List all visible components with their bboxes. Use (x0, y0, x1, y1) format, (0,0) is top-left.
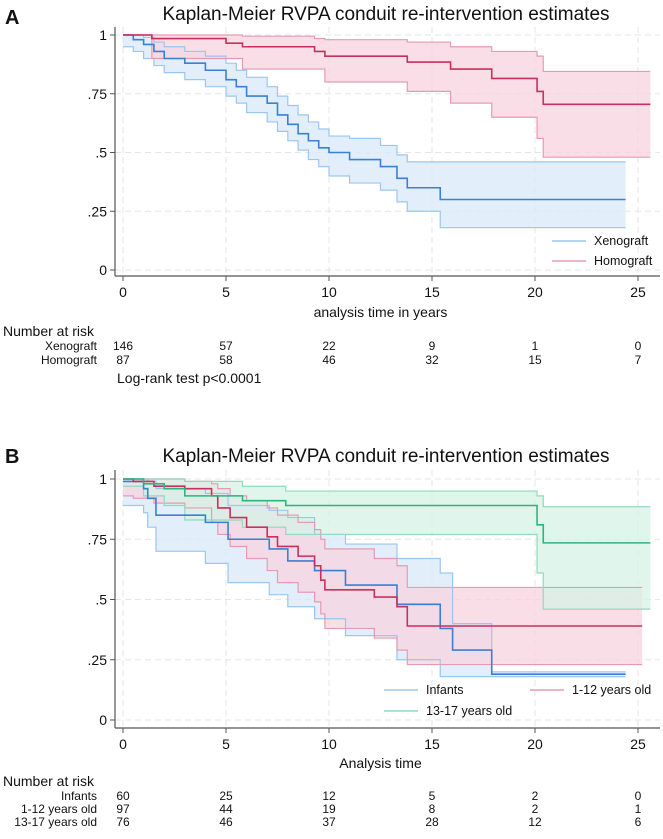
x-tick-label: 25 (630, 284, 646, 300)
risk-value: 57 (219, 339, 233, 353)
x-tick-label: 0 (119, 736, 127, 752)
y-tick-label: .5 (95, 592, 107, 608)
risk-value: 12 (322, 789, 336, 803)
x-tick-label: 15 (424, 284, 440, 300)
y-tick-label: .75 (88, 531, 108, 547)
chart-title: Kaplan-Meier RVPA conduit re-interventio… (162, 446, 609, 467)
legend-label: Xenograft (594, 234, 649, 248)
risk-table-heading: Number at risk (3, 773, 95, 789)
x-tick-label: 5 (222, 284, 230, 300)
ci-lower-line-1 (123, 34, 651, 158)
risk-value: 28 (425, 815, 439, 829)
ci-lower-line-2 (123, 485, 651, 610)
risk-value: 97 (116, 802, 130, 816)
risk-value: 9 (429, 339, 436, 353)
risk-value: 0 (635, 339, 642, 353)
risk-value: 32 (425, 353, 439, 367)
ci-upper-line-0 (123, 34, 626, 163)
y-tick-label: 1 (99, 27, 107, 43)
x-tick-label: 20 (527, 736, 543, 752)
ci-upper-line-1 (123, 34, 651, 73)
risk-value: 2 (532, 789, 539, 803)
legend-label: Infants (426, 683, 464, 697)
risk-value: 6 (635, 815, 642, 829)
y-tick-label: 1 (99, 471, 107, 487)
risk-value: 46 (322, 353, 336, 367)
x-axis-label: Analysis time (339, 755, 422, 771)
panel-label: A (5, 7, 19, 29)
x-tick-label: 20 (527, 284, 543, 300)
legend-label: 1-12 years old (572, 683, 651, 697)
risk-value: 76 (116, 815, 130, 829)
risk-value: 25 (219, 789, 233, 803)
risk-value: 1 (635, 802, 642, 816)
y-tick-label: .5 (95, 145, 107, 161)
legend-label: 13-17 years old (426, 704, 512, 718)
risk-value: 12 (528, 815, 542, 829)
x-tick-label: 0 (119, 284, 127, 300)
risk-row-label: Infants (61, 789, 97, 803)
chart-title: Kaplan-Meier RVPA conduit re-interventio… (162, 4, 609, 25)
survival-curve-1 (123, 478, 643, 627)
risk-value: 37 (322, 815, 336, 829)
x-tick-label: 10 (321, 284, 337, 300)
risk-value: 2 (532, 802, 539, 816)
risk-row-label: 13-17 years old (14, 815, 97, 829)
risk-value: 15 (528, 353, 542, 367)
risk-value: 7 (635, 353, 642, 367)
risk-value: 5 (429, 789, 436, 803)
x-tick-label: 15 (424, 736, 440, 752)
y-tick-label: .25 (88, 652, 108, 668)
legend-label: Homograft (594, 254, 653, 268)
y-tick-label: .75 (88, 86, 108, 102)
risk-row-label: Xenograft (45, 339, 98, 353)
ci-band-1 (123, 35, 651, 158)
ci-lower-line-0 (123, 504, 626, 678)
x-tick-label: 10 (321, 736, 337, 752)
survival-curve-0 (123, 480, 626, 676)
y-tick-label: 0 (99, 712, 107, 728)
risk-value: 1 (532, 339, 539, 353)
panel-a: A Kaplan-Meier RVPA conduit re-interventi… (3, 4, 660, 386)
log-rank-annotation: Log-rank test p<0.0001 (117, 370, 262, 386)
risk-value: 22 (322, 339, 336, 353)
risk-value: 60 (116, 789, 130, 803)
y-tick-label: 0 (99, 262, 107, 278)
panel-label: B (5, 446, 19, 468)
risk-value: 0 (635, 789, 642, 803)
risk-row-label: 1-12 years old (21, 802, 97, 816)
risk-value: 44 (219, 802, 233, 816)
risk-value: 146 (113, 339, 133, 353)
risk-value: 8 (429, 802, 436, 816)
survival-curve-0 (123, 34, 626, 201)
x-tick-label: 5 (222, 736, 230, 752)
x-axis-label: analysis time in years (314, 304, 448, 320)
panel-b: B Kaplan-Meier RVPA conduit re-interventi… (3, 446, 660, 829)
x-tick-label: 25 (630, 736, 646, 752)
risk-row-label: Homograft (41, 353, 98, 367)
ci-band-2 (123, 479, 651, 610)
risk-table-heading: Number at risk (3, 323, 95, 339)
risk-value: 46 (219, 815, 233, 829)
ci-lower-line-0 (123, 46, 626, 229)
risk-value: 58 (219, 353, 233, 367)
survival-curve-2 (123, 478, 651, 544)
ci-band-0 (123, 35, 626, 228)
y-tick-label: .25 (88, 203, 108, 219)
survival-curve-1 (123, 34, 651, 106)
risk-value: 19 (322, 802, 336, 816)
risk-value: 87 (116, 353, 130, 367)
ci-upper-line-2 (123, 478, 651, 508)
